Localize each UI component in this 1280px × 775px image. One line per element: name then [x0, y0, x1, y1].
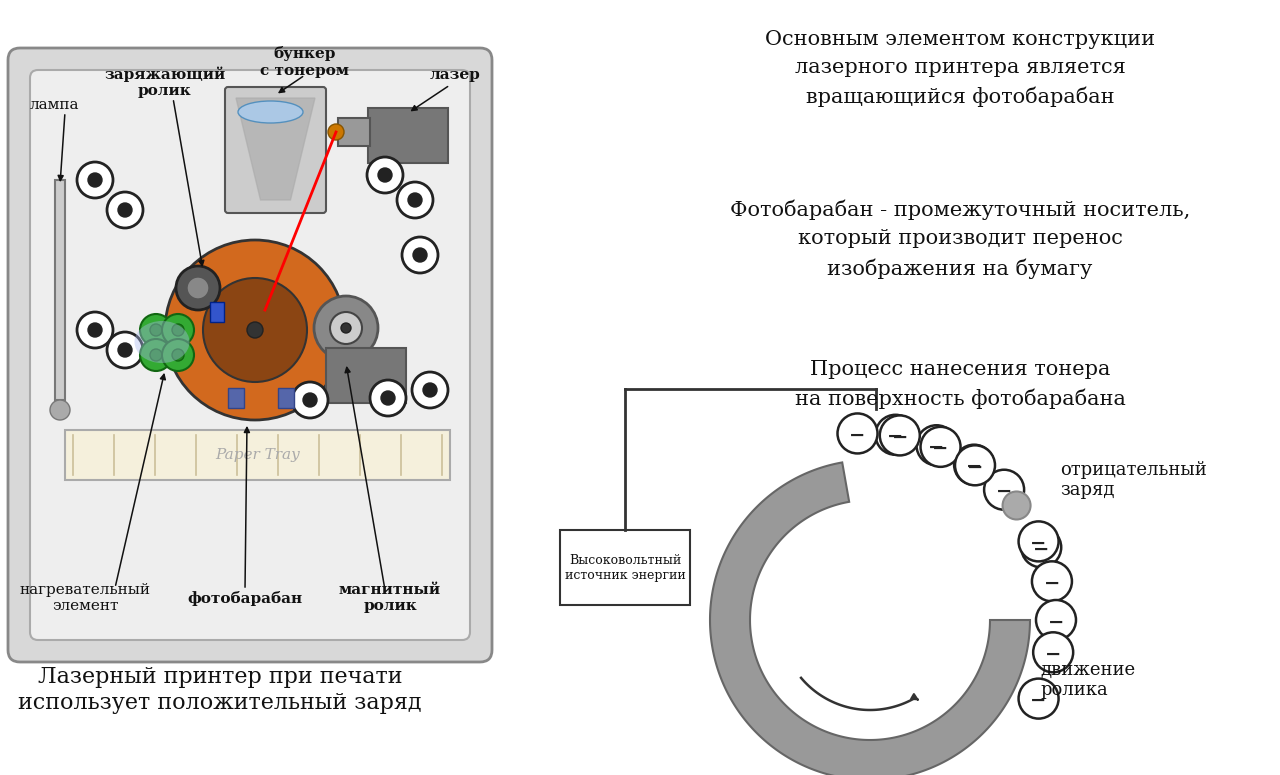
Text: Лазерный принтер при печати
использует положительный заряд: Лазерный принтер при печати использует п…	[18, 666, 421, 714]
Circle shape	[163, 314, 195, 346]
Text: −: −	[1044, 645, 1061, 664]
Circle shape	[837, 413, 878, 453]
Bar	[326, 348, 406, 403]
Circle shape	[920, 427, 960, 467]
FancyBboxPatch shape	[8, 48, 492, 662]
Circle shape	[172, 349, 184, 361]
Circle shape	[165, 240, 346, 420]
Circle shape	[1036, 600, 1076, 640]
Circle shape	[292, 382, 328, 418]
Text: −: −	[932, 439, 948, 458]
Text: Paper Tray: Paper Tray	[215, 448, 300, 462]
Circle shape	[955, 446, 995, 485]
Circle shape	[408, 193, 422, 207]
Text: отрицательный
заряд: отрицательный заряд	[1060, 460, 1207, 499]
Bar	[369, 108, 448, 163]
Text: −: −	[887, 427, 904, 446]
Circle shape	[50, 400, 70, 420]
Bar	[561, 530, 690, 605]
Circle shape	[1019, 522, 1059, 561]
Circle shape	[247, 322, 262, 338]
Polygon shape	[710, 463, 1030, 775]
Text: магнитный
ролик: магнитный ролик	[339, 583, 442, 613]
Text: нагревательный
элемент: нагревательный элемент	[19, 583, 151, 613]
Text: Процесс нанесения тонера
на поверхность фотобарабана: Процесс нанесения тонера на поверхность …	[795, 360, 1125, 409]
Polygon shape	[236, 98, 315, 200]
Circle shape	[163, 339, 195, 371]
Ellipse shape	[238, 101, 303, 123]
Text: −: −	[850, 426, 865, 445]
Circle shape	[876, 415, 915, 455]
Text: бункер
с тонером: бункер с тонером	[261, 46, 349, 78]
Circle shape	[1019, 679, 1059, 718]
Circle shape	[303, 393, 317, 407]
Circle shape	[118, 203, 132, 217]
FancyBboxPatch shape	[29, 70, 470, 640]
Circle shape	[367, 157, 403, 193]
Circle shape	[984, 470, 1024, 510]
Text: Фотобарабан - промежуточный носитель,
который производит перенос
изображения на : Фотобарабан - промежуточный носитель, ко…	[730, 200, 1190, 279]
Text: фотобарабан: фотобарабан	[187, 591, 302, 605]
Circle shape	[108, 332, 143, 368]
Text: −: −	[1033, 540, 1050, 559]
FancyBboxPatch shape	[225, 87, 326, 213]
Circle shape	[314, 296, 378, 360]
Circle shape	[954, 445, 995, 484]
Text: Высоковольтный
источник энергии: Высоковольтный источник энергии	[564, 553, 685, 581]
Bar	[228, 388, 244, 408]
Text: лампа: лампа	[31, 98, 79, 112]
Circle shape	[187, 277, 209, 299]
Circle shape	[88, 323, 102, 337]
Circle shape	[118, 343, 132, 357]
Ellipse shape	[134, 321, 189, 363]
Circle shape	[879, 415, 920, 456]
Circle shape	[412, 372, 448, 408]
Circle shape	[1032, 561, 1071, 601]
Circle shape	[330, 312, 362, 344]
Text: −: −	[1048, 612, 1064, 632]
Circle shape	[370, 380, 406, 416]
Circle shape	[108, 192, 143, 228]
Circle shape	[413, 248, 428, 262]
Text: заряжающий
ролик: заряжающий ролик	[105, 66, 225, 98]
Circle shape	[378, 168, 392, 182]
Circle shape	[77, 162, 113, 198]
Bar	[65, 430, 451, 480]
Circle shape	[1002, 491, 1030, 519]
Circle shape	[340, 323, 351, 333]
Circle shape	[140, 314, 172, 346]
Circle shape	[422, 383, 436, 397]
Circle shape	[150, 324, 163, 336]
Circle shape	[397, 182, 433, 218]
Text: −: −	[966, 457, 982, 476]
Bar	[278, 388, 294, 408]
Circle shape	[150, 349, 163, 361]
Circle shape	[916, 425, 956, 465]
Text: −: −	[1030, 534, 1047, 553]
Circle shape	[88, 173, 102, 187]
Bar	[338, 118, 370, 146]
Circle shape	[172, 324, 184, 336]
Bar	[210, 302, 224, 322]
Circle shape	[1021, 527, 1061, 567]
Text: лазер: лазер	[430, 68, 480, 82]
Text: −: −	[1043, 574, 1060, 593]
Circle shape	[177, 266, 220, 310]
Circle shape	[328, 124, 344, 140]
Text: −: −	[892, 428, 908, 447]
Text: −: −	[966, 458, 983, 477]
Bar	[55, 180, 65, 400]
Text: −: −	[996, 482, 1012, 501]
Circle shape	[77, 312, 113, 348]
Circle shape	[1033, 632, 1073, 672]
Circle shape	[381, 391, 396, 405]
Circle shape	[140, 339, 172, 371]
Text: Основным элементом конструкции
лазерного принтера является
вращающийся фотобараб: Основным элементом конструкции лазерного…	[765, 30, 1155, 108]
Text: движение
ролика: движение ролика	[1039, 660, 1135, 699]
Circle shape	[204, 278, 307, 382]
Text: −: −	[928, 438, 945, 456]
Circle shape	[402, 237, 438, 273]
Text: −: −	[1030, 691, 1047, 710]
